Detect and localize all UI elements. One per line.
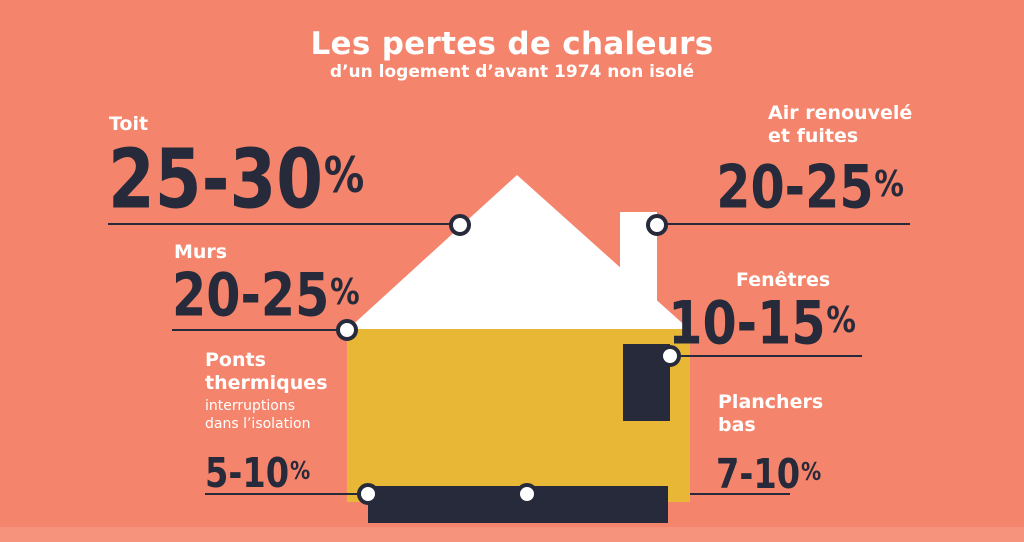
note-ponts: interruptions dans l’isolation xyxy=(205,398,311,432)
label-ponts: Ponts thermiques xyxy=(205,349,328,394)
value-air: 20-25% xyxy=(716,152,904,223)
label-murs: Murs xyxy=(174,241,228,263)
page-subtitle: d’un logement d’avant 1974 non isolé xyxy=(329,62,695,82)
value-planchers: 7-10% xyxy=(716,449,822,498)
label-fenetres: Fenêtres xyxy=(736,269,831,291)
label-toit: Toit xyxy=(109,113,149,135)
dot-ponts xyxy=(357,483,379,505)
value-fenetres: 10-15% xyxy=(668,288,856,359)
dot-air xyxy=(646,214,668,236)
label-air: Air renouvelé et fuites xyxy=(768,102,913,147)
dot-murs xyxy=(336,319,358,341)
value-toit: 25-30% xyxy=(108,132,365,228)
value-ponts: 5-10% xyxy=(205,448,311,497)
dot-toit xyxy=(449,214,471,236)
dot-fenetres xyxy=(659,345,681,367)
roof xyxy=(347,175,690,330)
label-planchers: Planchers bas xyxy=(718,391,824,436)
dot-planchers xyxy=(516,483,538,505)
value-murs: 20-25% xyxy=(172,260,360,331)
page-title: Les pertes de chaleurs xyxy=(310,26,714,62)
bottom-strip xyxy=(0,527,1024,542)
